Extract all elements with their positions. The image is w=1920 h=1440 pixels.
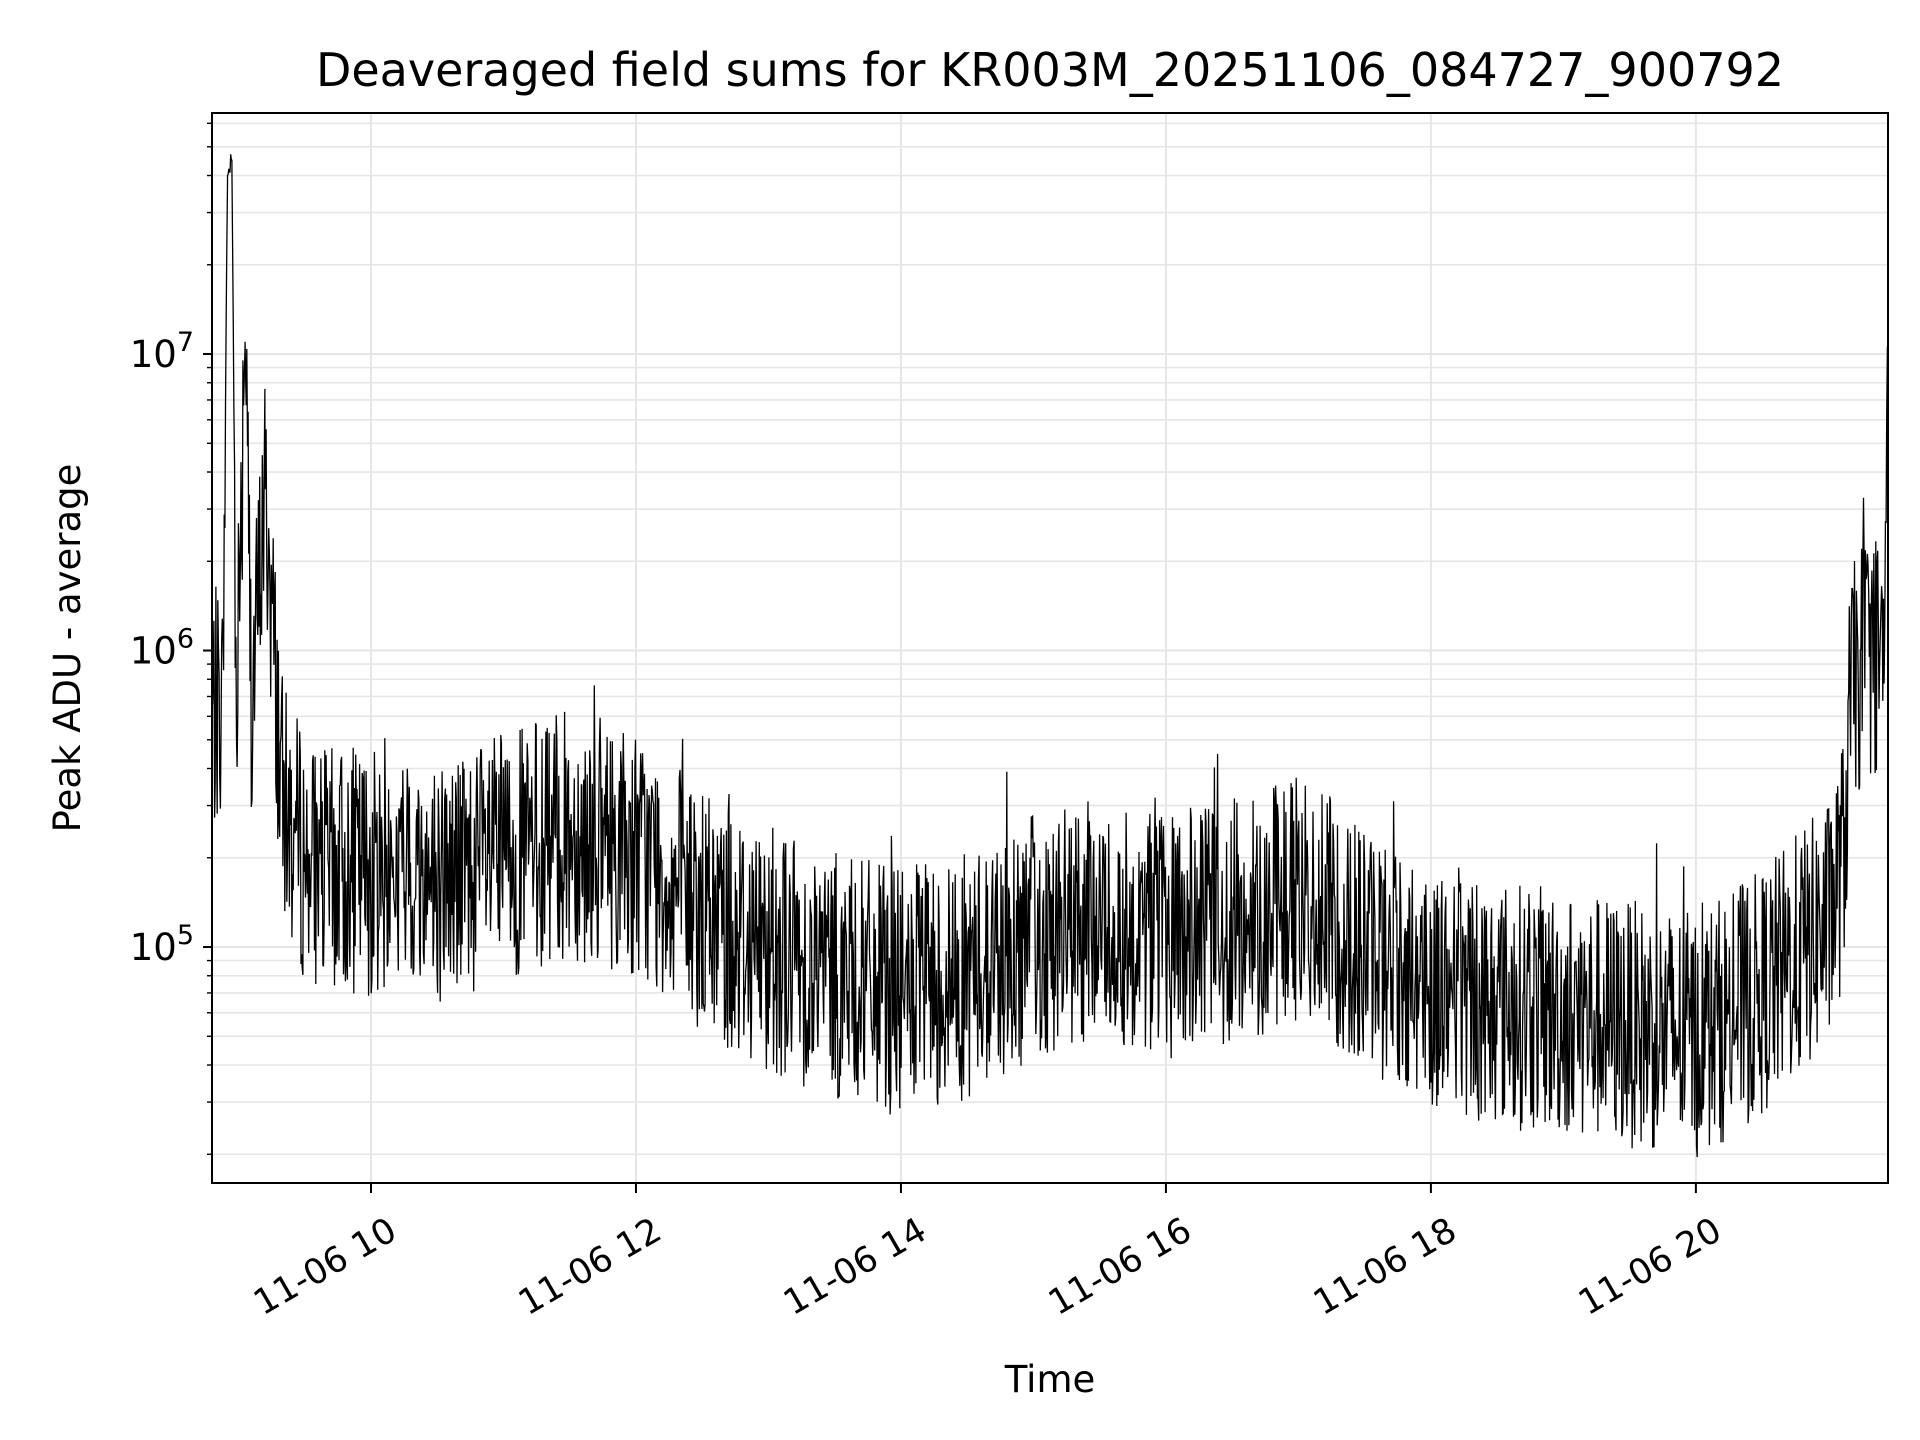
series-line (211, 154, 1889, 1158)
y-axis-ticks: 105 106 107 (130, 327, 194, 969)
x-axis-label: Time (1004, 1358, 1096, 1401)
plot-frame (211, 112, 1889, 1184)
chart-title: Deaveraged field sums for KR003M_2025110… (316, 43, 1784, 97)
y-tick-label: 107 (130, 327, 194, 376)
y-tick-label: 106 (130, 624, 194, 673)
y-tick-label: 105 (130, 920, 194, 969)
data-line-layer (211, 154, 1889, 1158)
y-axis-label: Peak ADU - average (46, 464, 89, 833)
